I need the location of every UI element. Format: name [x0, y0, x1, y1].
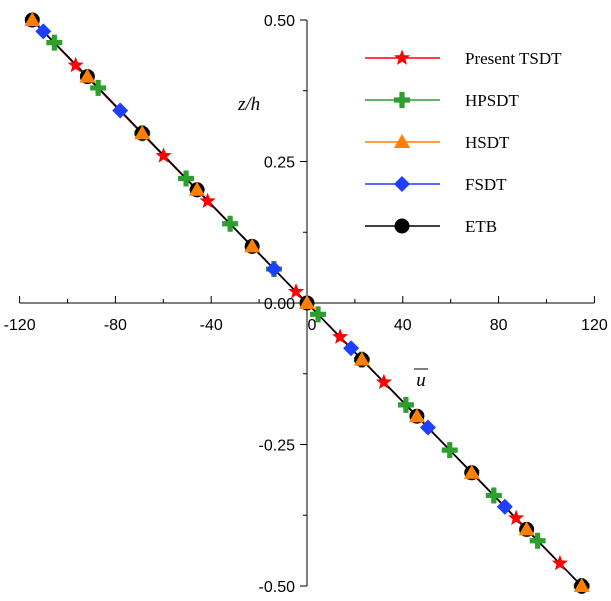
data-point-1-9 [441, 442, 458, 459]
legend-marker-3 [394, 176, 410, 192]
data-point-1-3 [178, 170, 195, 187]
data-point-2-1 [79, 68, 96, 83]
data-point-1-11 [529, 532, 546, 549]
series-markers [24, 11, 590, 595]
data-point-2-2 [134, 125, 151, 140]
legend-marker-0 [393, 49, 411, 65]
axes: -120 -80 -40 0 40 80 120 0.50 0.25 0.00 -0.25 -0.50… [4, 13, 608, 596]
data-point-2-9 [518, 521, 535, 536]
data-point-2-4 [244, 238, 261, 253]
data-point-3-6 [496, 498, 513, 515]
data-point-2-6 [353, 351, 370, 366]
data-point-1-4 [222, 215, 239, 232]
x-axis-label: u [416, 370, 426, 391]
data-point-2-5 [299, 295, 315, 309]
y-tick-label: -0.50 [259, 579, 296, 596]
legend-marker-4 [394, 218, 410, 234]
data-point-0-1 [67, 56, 84, 73]
x-tick-label: 0 [308, 317, 317, 334]
legend-marker-2 [394, 134, 410, 148]
y-tick-label: 0.50 [264, 13, 295, 30]
legend-label-1: HPSDT [465, 91, 519, 110]
legend-label-0: Present TSDT [465, 49, 562, 68]
data-point-2-8 [463, 464, 480, 479]
data-point-1-0 [46, 34, 63, 51]
y-axis-label: z/h [237, 94, 260, 115]
legend-label-4: ETB [465, 217, 497, 236]
data-point-2-7 [408, 408, 425, 423]
x-tick-label: -80 [104, 317, 127, 334]
data-point-2-10 [573, 578, 590, 592]
data-point-3-4 [343, 340, 360, 357]
data-point-0-9 [551, 554, 568, 571]
x-tick-label: 40 [394, 317, 412, 334]
legend-label-3: FSDT [465, 175, 507, 194]
data-point-2-3 [189, 181, 206, 196]
legend-marker-1 [394, 92, 410, 108]
data-point-3-3 [265, 261, 282, 278]
y-tick-label: 0.00 [264, 296, 295, 313]
data-point-0-4 [287, 283, 305, 299]
legend: Present TSDT HPSDT HSDT FSDT ETB [365, 49, 562, 236]
x-tick-label: 80 [490, 317, 508, 334]
x-tick-label: -120 [4, 317, 36, 334]
y-tick-label: 0.25 [264, 155, 295, 172]
data-point-0-8 [508, 509, 525, 525]
data-point-0-5 [332, 328, 349, 344]
data-point-3-0 [35, 23, 52, 40]
y-tick-label: -0.25 [259, 438, 296, 455]
data-point-3-5 [419, 419, 436, 436]
legend-label-2: HSDT [465, 133, 510, 152]
data-point-1-10 [485, 487, 502, 504]
data-point-1-1 [90, 79, 107, 96]
data-point-2-0 [24, 12, 41, 26]
x-tick-label: -40 [200, 317, 223, 334]
data-point-3-1 [112, 102, 129, 119]
data-point-1-8 [397, 396, 414, 413]
data-point-0-2 [155, 147, 172, 163]
data-point-1-6 [310, 306, 327, 323]
data-point-0-6 [375, 373, 392, 390]
data-point-0-3 [199, 192, 216, 208]
x-tick-label: 120 [581, 317, 608, 334]
